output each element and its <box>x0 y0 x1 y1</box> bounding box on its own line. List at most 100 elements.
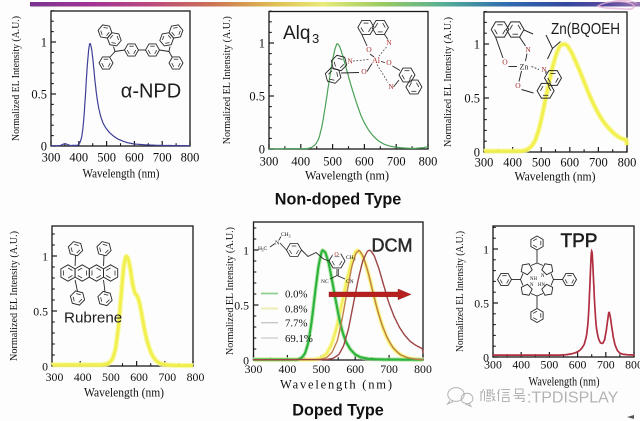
svg-text:400: 400 <box>512 358 530 372</box>
svg-text:700: 700 <box>153 151 172 165</box>
svg-text:3: 3 <box>354 257 356 262</box>
svg-text:400: 400 <box>74 370 92 384</box>
svg-text:N: N <box>275 241 280 247</box>
svg-text:Normalized EL Intensity (A.U.): Normalized EL Intensity (A.U.) <box>443 17 454 147</box>
svg-text:0.5: 0.5 <box>234 298 249 312</box>
svg-text::TPDISPLAY: :TPDISPLAY <box>527 390 619 407</box>
svg-text:1: 1 <box>41 35 47 49</box>
svg-text:7.7%: 7.7% <box>285 318 308 330</box>
svg-text:1: 1 <box>483 242 489 256</box>
svg-text:0: 0 <box>42 359 48 373</box>
svg-text:800: 800 <box>187 370 205 384</box>
svg-text:O: O <box>386 58 392 67</box>
svg-text:TPP: TPP <box>561 231 598 252</box>
svg-text:500: 500 <box>541 358 559 372</box>
svg-text:O: O <box>361 67 367 76</box>
svg-text:Wavelength (nm): Wavelength (nm) <box>305 169 389 183</box>
svg-text:3: 3 <box>312 31 319 46</box>
svg-text:300: 300 <box>46 370 64 384</box>
svg-text:0: 0 <box>474 145 480 159</box>
svg-text:Normalized EL Intensity (A.U.): Normalized EL Intensity (A.U.) <box>222 16 233 144</box>
svg-text:Normalized EL Intensity (A.U.): Normalized EL Intensity (A.U.) <box>455 231 466 352</box>
svg-text:N: N <box>530 283 534 288</box>
svg-text:700: 700 <box>597 358 615 372</box>
svg-text:800: 800 <box>414 362 432 376</box>
svg-text:O: O <box>334 252 339 258</box>
svg-text:300: 300 <box>260 155 279 169</box>
svg-text:600: 600 <box>125 151 144 165</box>
svg-text:0.5: 0.5 <box>464 91 480 105</box>
svg-text:Normalized EL Intensity (A.U.): Normalized EL Intensity (A.U.) <box>225 227 236 355</box>
svg-text:Alq: Alq <box>283 23 310 44</box>
svg-text:Normalized EL Intensity (A.U.): Normalized EL Intensity (A.U.) <box>9 231 20 361</box>
svg-text:O: O <box>515 81 521 90</box>
svg-text:1: 1 <box>474 37 480 51</box>
svg-text:Wavelength (nm): Wavelength (nm) <box>280 378 392 392</box>
svg-text:500: 500 <box>312 362 330 376</box>
svg-text:Normalized EL Intensity (A.U.): Normalized EL Intensity (A.U.) <box>11 16 22 141</box>
svg-text:Doped Type: Doped Type <box>292 402 383 420</box>
svg-text:N: N <box>541 66 546 74</box>
svg-text:0: 0 <box>259 142 265 156</box>
svg-text:O: O <box>366 45 372 54</box>
svg-text:Wavelength (nm): Wavelength (nm) <box>515 170 596 184</box>
svg-text:500: 500 <box>532 156 551 170</box>
svg-text:Al: Al <box>372 56 381 65</box>
svg-text:700: 700 <box>387 155 406 169</box>
svg-text:NC: NC <box>321 279 329 285</box>
svg-text:N: N <box>525 46 530 54</box>
svg-text:CH: CH <box>281 232 289 238</box>
svg-text:600: 600 <box>355 155 374 169</box>
svg-text:0.5: 0.5 <box>249 89 265 103</box>
svg-text:1: 1 <box>42 249 48 263</box>
svg-text:Zn(BQOEH: Zn(BQOEH <box>551 21 620 38</box>
svg-text:N: N <box>386 39 391 47</box>
svg-text:800: 800 <box>618 156 637 170</box>
svg-text:600: 600 <box>560 156 579 170</box>
svg-text:α-NPD: α-NPD <box>121 81 181 103</box>
svg-text:800: 800 <box>181 151 200 165</box>
svg-text:Wavelength (nm): Wavelength (nm) <box>529 375 600 389</box>
svg-text:C: C <box>264 246 268 252</box>
svg-text:800: 800 <box>419 155 438 169</box>
svg-text:3: 3 <box>262 248 264 253</box>
svg-text:300: 300 <box>484 358 502 372</box>
svg-text:1: 1 <box>243 243 249 257</box>
svg-text:CN: CN <box>346 279 354 285</box>
svg-text:69.1%: 69.1% <box>285 333 313 345</box>
svg-text:500: 500 <box>102 370 120 384</box>
svg-text:0: 0 <box>243 353 249 367</box>
svg-text:600: 600 <box>569 358 587 372</box>
svg-text:0.8%: 0.8% <box>285 303 308 315</box>
svg-text:N: N <box>347 58 352 66</box>
svg-text:N: N <box>388 83 393 91</box>
svg-text:H: H <box>258 246 262 252</box>
svg-text:600: 600 <box>130 370 148 384</box>
svg-text:300: 300 <box>475 156 494 170</box>
svg-text:NH: NH <box>530 277 537 282</box>
svg-text:1: 1 <box>259 36 265 50</box>
svg-text:CH: CH <box>346 255 354 261</box>
svg-text:Rubrene: Rubrene <box>64 310 122 327</box>
svg-text:400: 400 <box>69 151 88 165</box>
svg-text:700: 700 <box>589 156 608 170</box>
svg-text:0: 0 <box>41 139 47 153</box>
svg-text:Non-doped Type: Non-doped Type <box>275 191 402 209</box>
svg-text:N: N <box>541 274 545 279</box>
svg-text:Wavelength (nm): Wavelength (nm) <box>83 167 160 181</box>
svg-text:300: 300 <box>42 151 61 165</box>
svg-text:0.5: 0.5 <box>33 304 48 318</box>
svg-text:800: 800 <box>625 358 640 372</box>
svg-text:0.0%: 0.0% <box>285 288 308 300</box>
svg-text:HN: HN <box>538 283 545 288</box>
svg-text:400: 400 <box>503 156 522 170</box>
svg-text:0.5: 0.5 <box>474 296 489 310</box>
svg-text:600: 600 <box>346 362 364 376</box>
svg-text:700: 700 <box>380 362 398 376</box>
svg-text:0.5: 0.5 <box>31 87 47 101</box>
svg-text:500: 500 <box>323 155 342 169</box>
svg-text:500: 500 <box>97 151 116 165</box>
svg-text:0: 0 <box>483 350 489 364</box>
svg-text:3: 3 <box>289 234 291 239</box>
svg-text:Wavelength (nm): Wavelength (nm) <box>84 386 164 400</box>
